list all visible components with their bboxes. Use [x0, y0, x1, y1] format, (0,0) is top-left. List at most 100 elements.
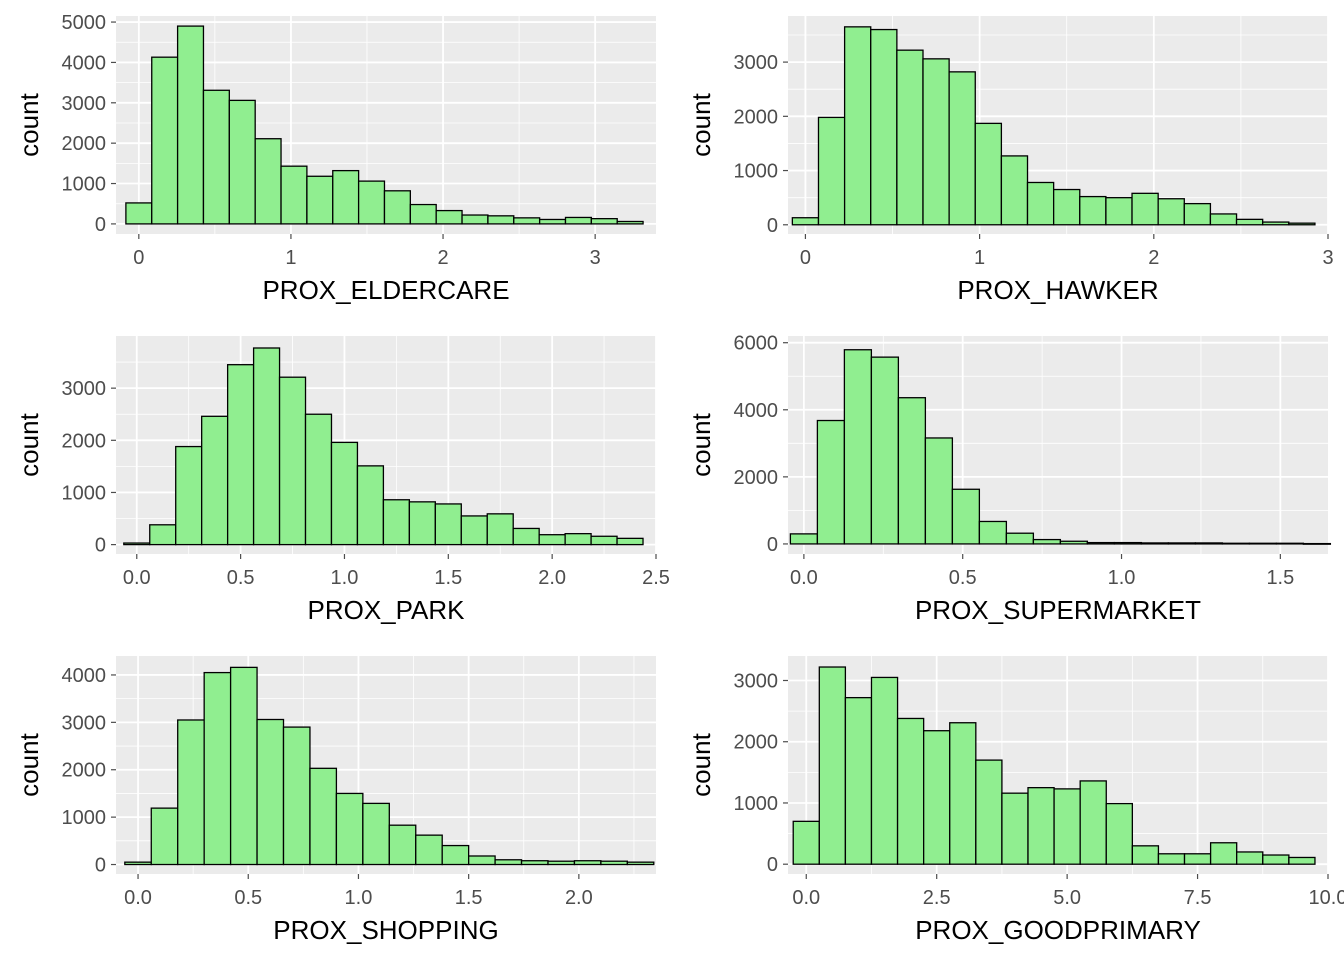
y-axis-title: count	[686, 92, 716, 156]
x-tick-label: 1.5	[1266, 567, 1294, 589]
y-tick-label: 4000	[62, 665, 107, 687]
histogram-bar	[461, 214, 489, 225]
y-tick-label: 3000	[62, 378, 107, 400]
y-tick-label: 0	[767, 215, 778, 237]
histogram-bar	[468, 855, 496, 866]
histogram-bar	[1059, 540, 1089, 545]
x-axis-title: PROX_SUPERMARKET	[915, 595, 1201, 625]
histogram-bar	[383, 190, 411, 225]
histogram-bar	[978, 520, 1008, 545]
histogram-bar	[177, 719, 205, 866]
x-axis-title: PROX_PARK	[307, 595, 465, 625]
y-tick-label: 3000	[62, 93, 107, 115]
y-axis-title: count	[14, 732, 44, 796]
y-axis-title: count	[14, 92, 44, 156]
histogram-bar	[1157, 198, 1185, 226]
histogram-bar	[1131, 845, 1160, 865]
histogram-bar	[616, 537, 644, 546]
x-tick-label: 1	[974, 247, 985, 269]
histogram-bar	[843, 26, 872, 226]
histogram-bar	[1086, 541, 1116, 545]
histogram-panel-prox-park: 0.0 0.5 1.0 1.5 2.0 2.5 0 1000 2000 3000 PROX_PARK…	[0, 320, 672, 640]
histogram-bar	[923, 730, 951, 865]
y-tick-label: 4000	[62, 52, 107, 74]
histogram-prox-supermarket: 0.0 0.5 1.0 1.5 0 2000 4000 6000 PROX_SUPERMARKE…	[686, 333, 1332, 625]
histogram-bar	[1209, 842, 1238, 865]
x-tick-label: 1.0	[1108, 567, 1136, 589]
histogram-bar	[356, 465, 385, 546]
y-tick-label: 0	[767, 854, 778, 876]
histogram-bar	[434, 503, 462, 546]
y-axis-title: count	[14, 412, 44, 476]
x-tick-label: 2	[1148, 247, 1159, 269]
histogram-bar	[1005, 532, 1035, 545]
y-tick-label: 3000	[62, 712, 107, 734]
histogram-bar	[791, 217, 820, 226]
histogram-bar	[948, 71, 976, 226]
x-tick-label: 10.0	[1309, 887, 1344, 909]
histogram-bar	[278, 376, 307, 546]
histogram-bar	[818, 666, 847, 865]
histogram-bar	[1183, 853, 1212, 865]
histogram-bar	[1235, 218, 1264, 226]
histogram-bar	[1262, 221, 1290, 226]
x-tick-label: 0.0	[790, 567, 818, 589]
histogram-bar	[202, 89, 230, 225]
y-tick-label: 4000	[734, 400, 779, 422]
histogram-bar	[573, 860, 602, 866]
histogram-bar	[252, 347, 281, 546]
histogram-bar	[600, 860, 628, 866]
histogram-bar	[306, 175, 334, 225]
y-tick-label: 2000	[734, 732, 779, 754]
histogram-bar	[1288, 222, 1316, 226]
x-tick-label: 0.0	[792, 887, 820, 909]
histogram-bar	[626, 861, 655, 866]
histogram-bar	[1288, 856, 1316, 865]
histogram-prox-hawker: 0 1 2 3 0 1000 2000 3000 PROX_HAWKER count	[686, 16, 1334, 305]
histogram-bar	[949, 722, 977, 865]
y-tick-label: 2000	[62, 430, 107, 452]
histogram-bar	[1113, 541, 1143, 545]
histogram-bar	[816, 419, 846, 545]
histogram-bar	[280, 165, 308, 225]
histogram-bar	[1000, 155, 1029, 226]
histogram-bar	[1248, 542, 1278, 545]
histogram-bar	[228, 99, 256, 225]
histogram-bar	[1209, 213, 1238, 226]
y-tick-label: 0	[95, 214, 106, 236]
y-axis-title: count	[686, 732, 716, 796]
histogram-bar	[124, 861, 152, 866]
histogram-bar	[201, 415, 229, 546]
histogram-prox-goodprimary: 0.0 2.5 5.0 7.5 10.0 0 1000 2000 3000 PROX_GOODPR…	[686, 656, 1344, 945]
histogram-bar	[362, 802, 390, 866]
x-tick-label: 3	[1322, 247, 1333, 269]
histogram-bar	[149, 524, 177, 546]
histogram-prox-park: 0.0 0.5 1.0 1.5 2.0 2.5 0 1000 2000 3000 PROX_PARK…	[14, 336, 670, 625]
histogram-bar	[974, 122, 1003, 226]
histogram-bar	[1140, 542, 1170, 545]
x-tick-label: 0.5	[234, 887, 262, 909]
y-tick-label: 2000	[734, 106, 779, 128]
histogram-bar	[817, 116, 846, 226]
histogram-bar	[335, 792, 364, 866]
y-tick-label: 3000	[734, 670, 779, 692]
x-tick-label: 0.0	[123, 567, 151, 589]
histogram-bar	[1001, 792, 1029, 865]
x-tick-label: 0	[800, 247, 811, 269]
histogram-bar	[176, 25, 205, 225]
histogram-bar	[1105, 197, 1133, 226]
histogram-bar	[151, 56, 179, 225]
x-tick-label: 5.0	[1053, 887, 1081, 909]
histogram-bar	[538, 534, 566, 546]
histogram-bar	[282, 726, 311, 866]
histogram-bar	[304, 413, 333, 546]
histogram-bar	[486, 513, 514, 546]
histogram-bar	[1194, 542, 1224, 545]
histogram-bar	[924, 437, 954, 545]
histogram-bar	[1053, 788, 1081, 865]
histogram-bar	[125, 202, 153, 225]
y-tick-label: 3000	[734, 52, 779, 74]
y-tick-label: 2000	[62, 133, 107, 155]
x-axis-title: PROX_HAWKER	[957, 275, 1158, 305]
